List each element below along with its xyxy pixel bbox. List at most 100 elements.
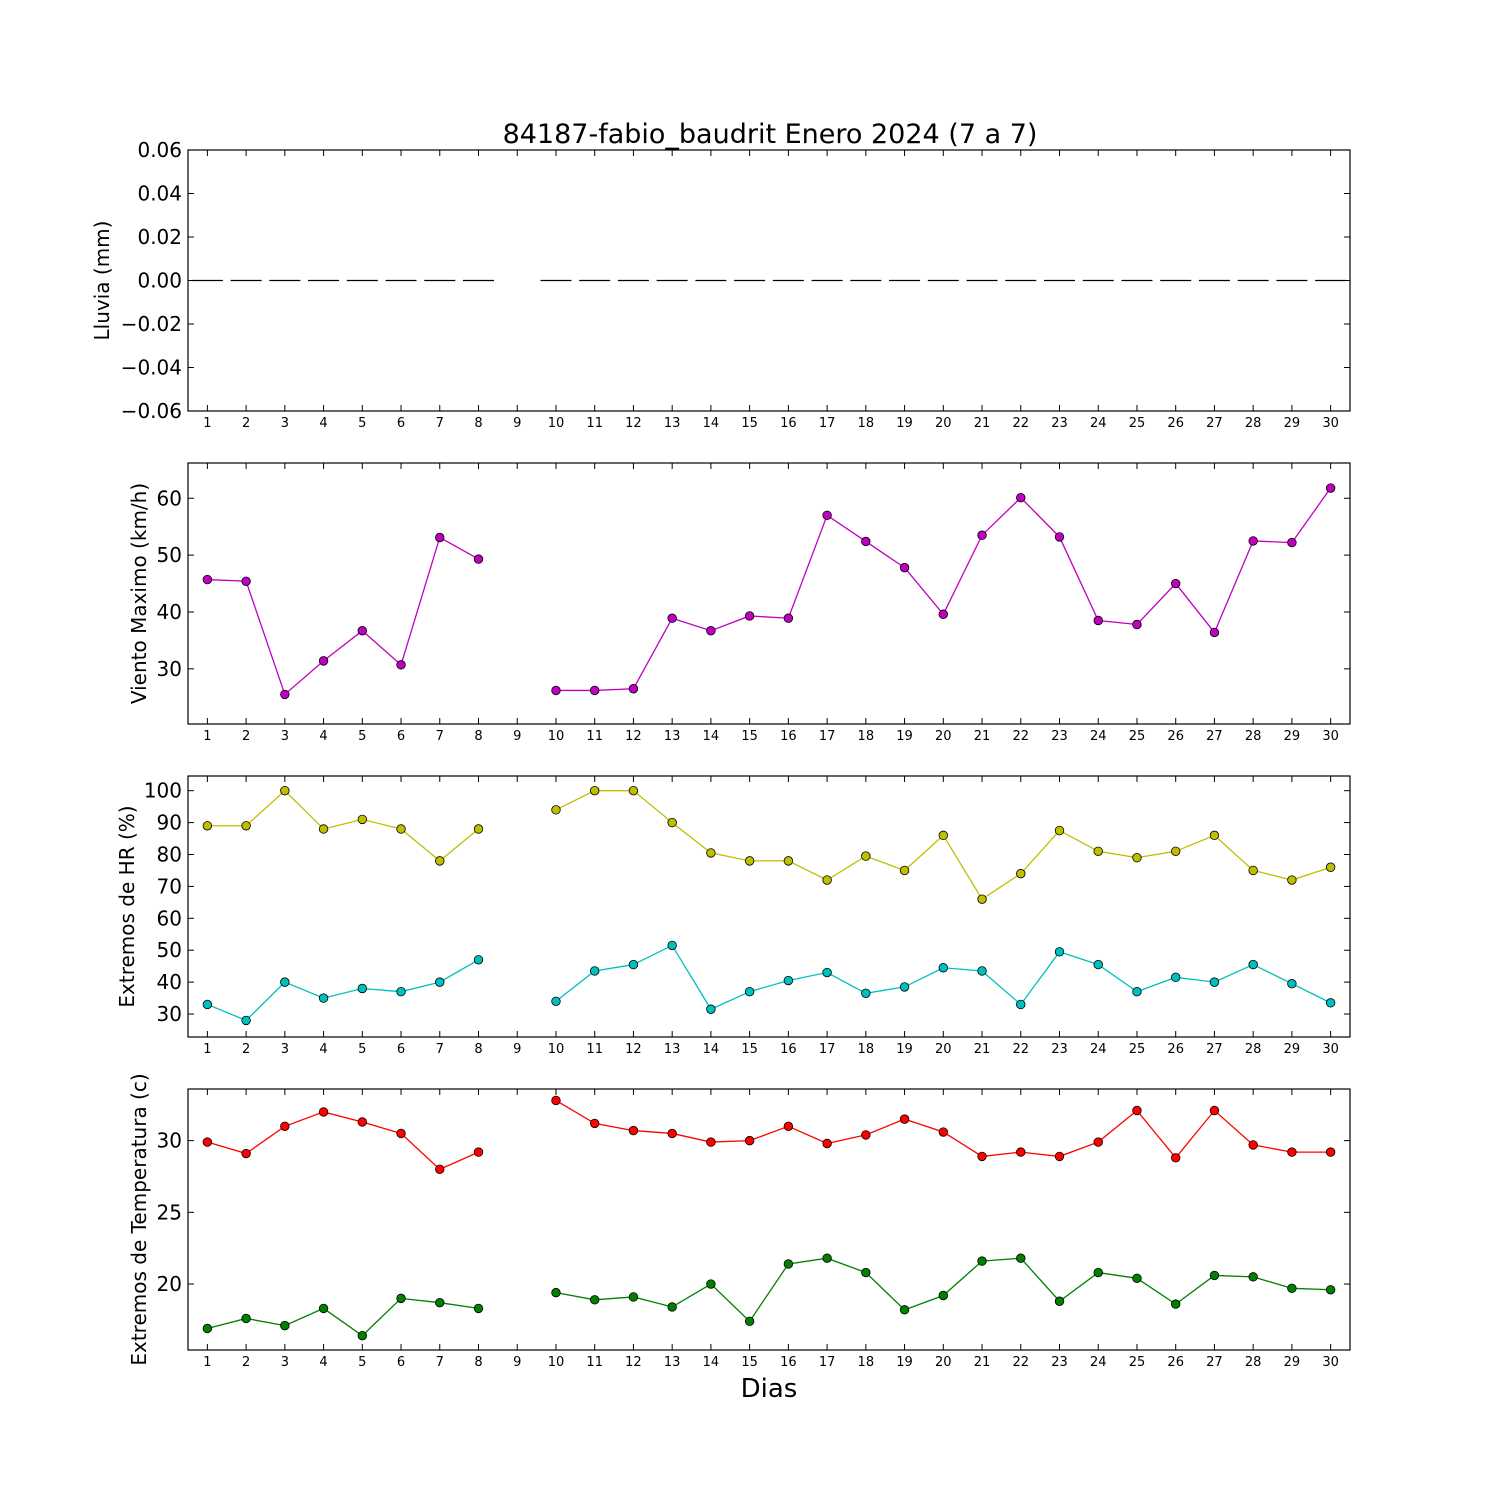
data-point [1248,865,1258,876]
data-point [280,689,290,700]
data-point [473,1303,484,1314]
data-point [899,1305,910,1315]
x-tick-label: 5 [358,1042,366,1057]
data-point [861,988,871,998]
series-hr-2 [202,940,1336,1026]
data-point [280,785,290,796]
x-tick-label: 9 [513,729,521,744]
x-tick-label: 1 [203,1355,211,1370]
x-tick-label: 17 [819,1355,836,1370]
x-tick-label: 29 [1284,1042,1301,1057]
data-point [280,1121,290,1131]
series-temperatura-1 [202,1095,1336,1175]
y-axis-label: Extremos de Temperatura (c) [127,1073,151,1365]
x-tick-label: 15 [741,729,758,744]
data-point [1287,979,1297,989]
series-line [555,487,1332,692]
data-point [628,785,639,796]
data-point [551,996,561,1006]
y-tick-label: −0.04 [121,356,182,380]
data-point [1287,875,1297,885]
data-point [744,1135,755,1146]
data-point [473,1147,484,1157]
data-point [1054,532,1065,542]
data-point [938,609,949,619]
y-tick-label: 60 [157,906,182,930]
y-tick-label: 60 [157,486,182,510]
x-tick-label: 7 [436,1355,444,1370]
data-point [241,576,251,586]
data-point [435,1297,445,1308]
y-tick-label: 0.00 [137,269,182,293]
x-tick-label: 11 [586,1355,603,1370]
data-point [202,821,213,831]
series-line [555,944,1331,1011]
y-tick-label: 40 [157,970,182,994]
data-point [280,1320,290,1331]
data-point [938,963,949,973]
data-point [744,856,755,866]
x-tick-label: 21 [974,729,991,744]
data-point [1170,972,1181,983]
data-point [977,966,987,976]
x-tick-label: 1 [203,1042,211,1057]
x-tick-label: 10 [548,416,565,431]
x-tick-label: 28 [1245,729,1262,744]
x-tick-label: 28 [1245,1355,1262,1370]
data-point [822,1138,832,1149]
data-point [667,1302,677,1312]
data-point [396,1128,406,1139]
y-axis-label: Viento Maximo (km/h) [127,483,151,704]
x-tick-label: 24 [1090,416,1107,431]
x-tick-label: 7 [436,416,444,431]
data-point [1132,852,1142,863]
data-point [977,530,987,540]
data-point [590,785,600,796]
data-point [667,613,677,623]
plot-frame [187,775,1351,1038]
data-point [1054,825,1065,836]
data-point [861,851,871,861]
x-tick-label: 19 [896,729,913,744]
x-tick-label: 20 [935,729,952,744]
x-tick-label: 1 [203,416,211,431]
data-point [1016,1253,1026,1263]
series-line [207,789,479,862]
data-point [783,1121,794,1131]
data-point [861,536,871,547]
x-tick-label: 10 [548,729,565,744]
data-point [977,1151,987,1162]
data-point [590,966,600,976]
x-tick-label: 12 [625,1355,642,1370]
y-tick-label: −0.06 [121,399,182,423]
x-tick-label: 27 [1206,1355,1223,1370]
x-tick-label: 5 [358,1355,366,1370]
y-tick-label: 40 [157,600,182,624]
data-point [1248,1140,1258,1150]
data-point [899,562,910,573]
data-point [1054,1296,1065,1306]
data-point [706,1279,716,1289]
x-tick-label: 22 [1012,1042,1029,1057]
data-point [744,611,755,621]
data-point [822,1253,832,1263]
panel-lluvia: 0.060.040.020.00−0.02−0.04−0.061 2 3 4 5 6 7 8 9… [90,138,1351,431]
data-point [1248,536,1258,546]
data-point [628,1125,639,1136]
data-point [1325,483,1336,493]
x-tick-label: 5 [358,416,366,431]
data-point [628,1292,639,1302]
series-line [555,1257,1331,1323]
y-tick-label: 30 [157,1002,182,1026]
data-point [202,1323,213,1334]
data-point [396,986,406,997]
x-tick-label: 18 [858,416,875,431]
data-point [783,613,794,623]
x-tick-label: 26 [1167,729,1184,744]
data-point [744,1316,755,1327]
series-line [207,1111,479,1171]
y-tick-label: 50 [157,938,182,962]
x-tick-label: 2 [242,1355,250,1370]
